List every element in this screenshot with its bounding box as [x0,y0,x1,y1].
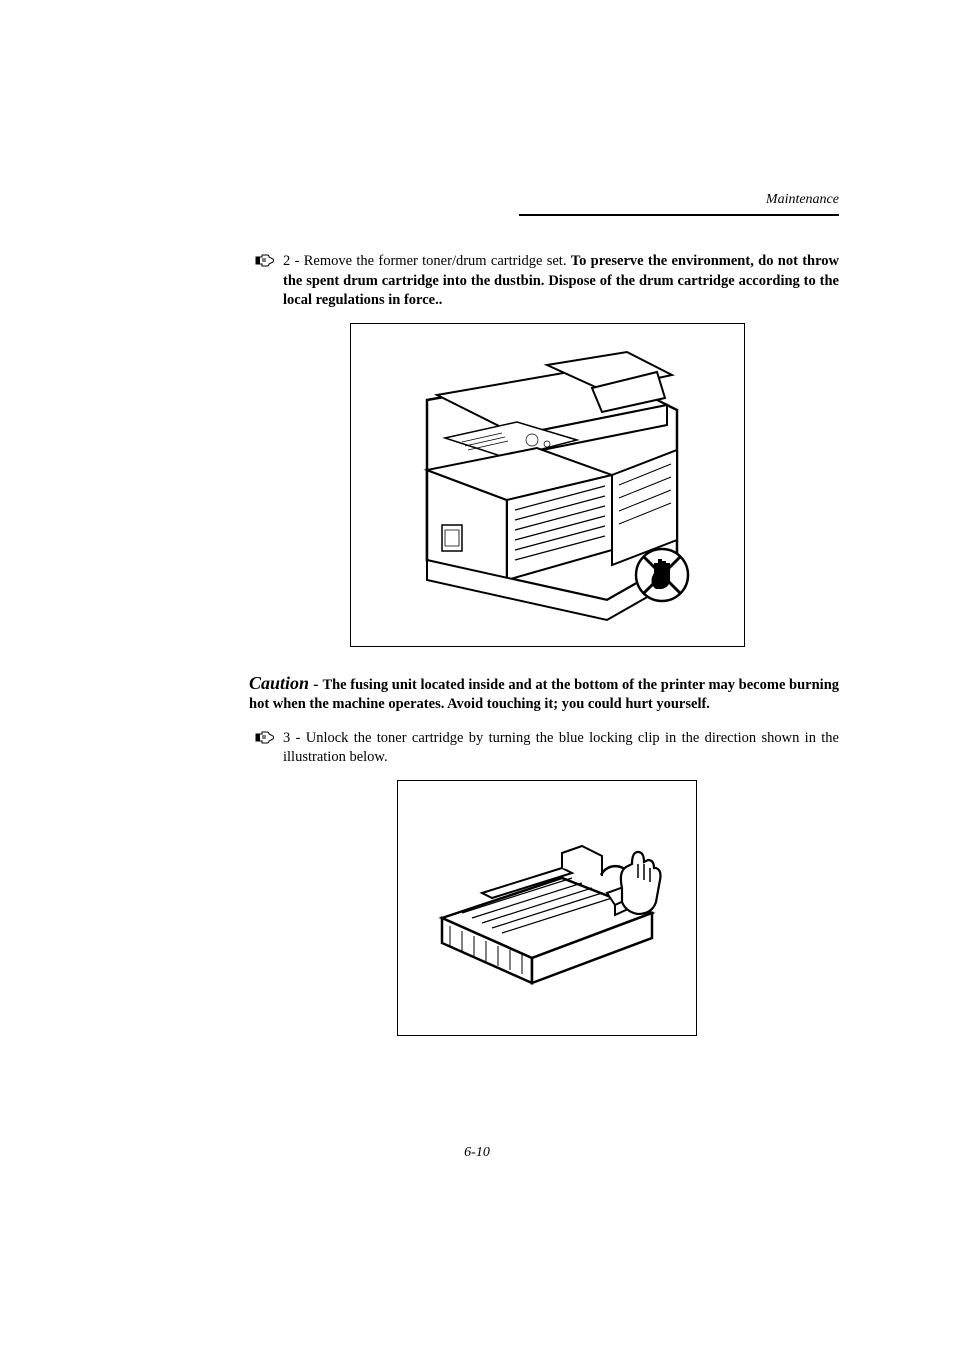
step-3-number: 3 - [283,730,306,746]
page-header: Maintenance [0,192,954,216]
caution-label: Caution [249,673,309,693]
do-not-touch-icon [636,549,688,601]
step-3-text: 3 - Unlock the toner cartridge by turnin… [283,729,839,768]
step-2-number: 2 - [283,253,304,269]
header-rule [519,214,839,216]
hand-icon [621,852,661,914]
caution-separator: - [309,676,322,693]
cartridge-illustration [412,798,682,1018]
page-number: 6-10 [0,1145,954,1161]
pointing-hand-icon [255,254,275,268]
step-2: 2 - Remove the former toner/drum cartrid… [255,252,839,311]
caution-block: Caution - The fusing unit located inside… [249,671,839,715]
section-title: Maintenance [115,192,839,208]
step-2-lead: Remove the former toner/drum cartridge s… [304,253,571,269]
caution-body: The fusing unit located inside and at th… [249,677,839,713]
step-2-text: 2 - Remove the former toner/drum cartrid… [283,252,839,311]
page-content: 2 - Remove the former toner/drum cartrid… [255,252,839,1036]
caution-text: Caution - The fusing unit located inside… [249,671,839,715]
figure-cartridge-unlock [397,780,697,1036]
figure-printer-open [350,323,745,647]
printer-illustration [367,340,727,630]
step-3-lead: Unlock the toner cartridge by turning th… [283,730,839,766]
step-3: 3 - Unlock the toner cartridge by turnin… [255,729,839,768]
pointing-hand-icon [255,731,275,745]
